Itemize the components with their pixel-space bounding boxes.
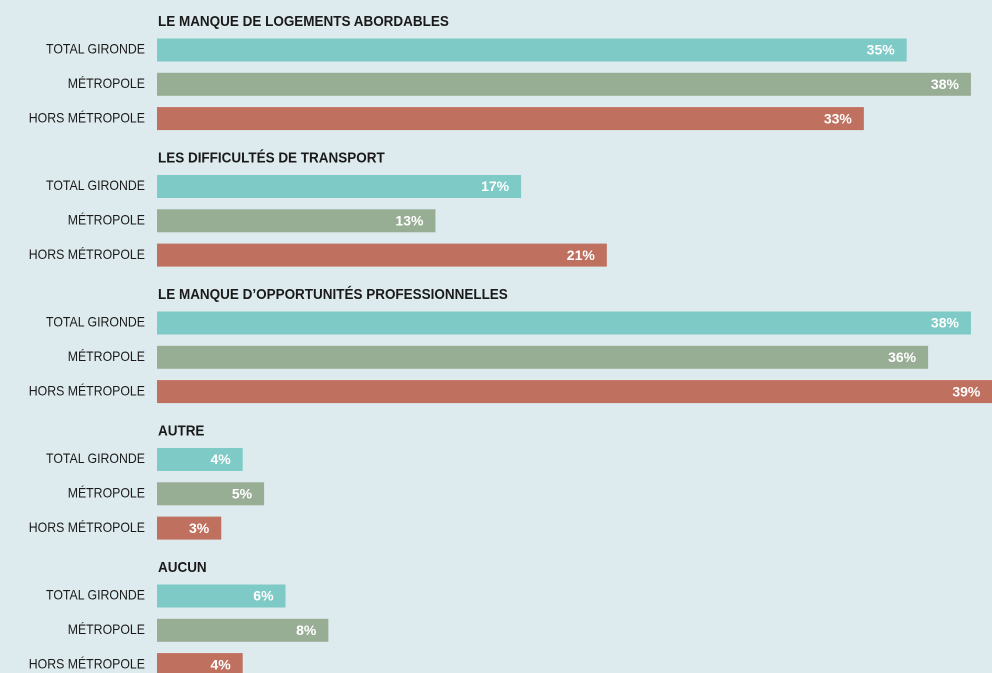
category-label: TOTAL GIRONDE xyxy=(46,41,145,57)
value-label: 38% xyxy=(931,315,960,331)
category-label: TOTAL GIRONDE xyxy=(46,177,145,193)
group-title: LE MANQUE D’OPPORTUNITÉS PROFESSIONNELLE… xyxy=(158,285,508,303)
bar xyxy=(157,584,286,608)
bar xyxy=(157,482,265,506)
bar xyxy=(157,38,907,62)
bar xyxy=(157,107,864,131)
value-label: 8% xyxy=(296,622,317,638)
bar xyxy=(157,175,522,198)
value-label: 36% xyxy=(888,349,917,365)
category-label: TOTAL GIRONDE xyxy=(46,587,145,603)
bar xyxy=(157,345,929,369)
group-title: LES DIFFICULTÉS DE TRANSPORT xyxy=(158,149,385,167)
bar xyxy=(157,516,222,540)
category-label: MÉTROPOLE xyxy=(68,485,145,501)
category-label: HORS MÉTROPOLE xyxy=(29,519,145,535)
value-label: 4% xyxy=(210,451,231,467)
value-label: 33% xyxy=(824,110,853,126)
category-label: MÉTROPOLE xyxy=(68,75,145,91)
category-label: TOTAL GIRONDE xyxy=(46,450,145,466)
bar xyxy=(157,72,971,96)
value-label: 38% xyxy=(931,76,960,92)
value-label: 6% xyxy=(253,588,274,604)
value-label: 13% xyxy=(395,213,424,229)
category-label: HORS MÉTROPOLE xyxy=(29,110,145,126)
value-label: 39% xyxy=(952,383,981,399)
group-title: AUCUN xyxy=(158,559,207,576)
category-label: TOTAL GIRONDE xyxy=(46,314,145,330)
category-label: MÉTROPOLE xyxy=(68,621,145,637)
group-title: LE MANQUE DE LOGEMENTS ABORDABLES xyxy=(158,13,449,30)
value-label: 5% xyxy=(232,486,253,502)
bar xyxy=(157,380,992,404)
bar xyxy=(157,209,436,233)
bar xyxy=(157,311,971,335)
bar xyxy=(157,448,243,471)
group-title: AUTRE xyxy=(158,423,204,440)
category-label: HORS MÉTROPOLE xyxy=(29,383,145,399)
category-label: HORS MÉTROPOLE xyxy=(29,656,145,672)
value-label: 4% xyxy=(210,656,231,672)
value-label: 3% xyxy=(189,520,210,536)
bar xyxy=(157,618,329,642)
value-label: 21% xyxy=(567,247,596,263)
category-label: MÉTROPOLE xyxy=(68,212,145,228)
category-label: MÉTROPOLE xyxy=(68,348,145,364)
bar xyxy=(157,243,607,267)
value-label: 35% xyxy=(867,42,896,58)
value-label: 17% xyxy=(481,178,510,194)
bar xyxy=(157,653,243,673)
category-label: HORS MÉTROPOLE xyxy=(29,246,145,262)
